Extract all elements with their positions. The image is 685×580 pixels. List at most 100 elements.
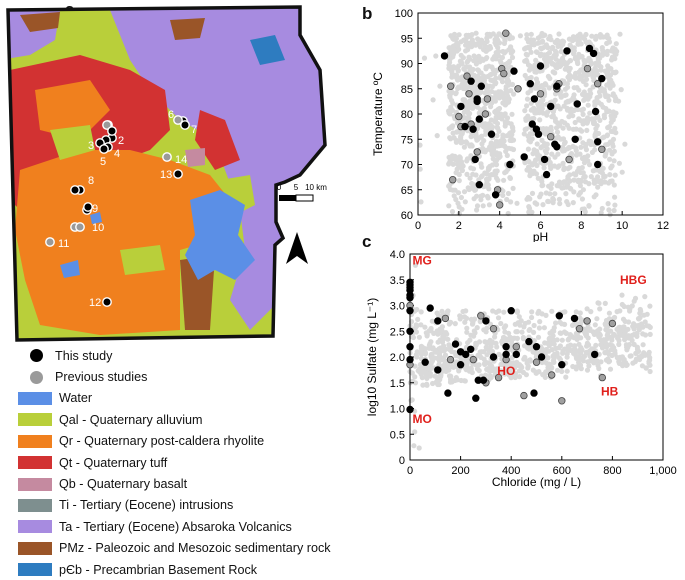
data-point [583,317,591,325]
data-point [461,122,469,131]
background-point [644,323,650,329]
background-point [546,85,552,91]
background-point [449,74,455,80]
background-point [521,356,527,362]
scale-tick-10: 10 km [305,183,327,192]
background-point [629,303,635,309]
background-point [589,149,595,155]
data-point [434,366,442,374]
background-point [604,71,610,77]
background-point [473,30,479,36]
data-point [502,29,510,37]
background-point [547,163,553,169]
background-point [525,365,531,371]
background-point [543,312,549,318]
background-point [508,199,514,205]
data-point [558,360,566,369]
background-point [418,322,424,328]
background-point [465,101,471,108]
background-point [538,46,545,52]
background-point [589,33,595,39]
background-point [605,63,611,69]
background-point [602,337,608,343]
background-point [505,93,511,99]
background-point [531,147,537,153]
x-tick-label: 400 [502,465,520,477]
background-point [495,37,501,43]
background-point [576,41,582,47]
background-point [484,171,490,177]
background-point [485,73,491,80]
data-point [471,155,479,164]
geo-unit-qr [15,150,230,335]
background-point [543,42,549,48]
background-point [605,141,611,147]
group-annotation: MO [413,412,432,426]
data-point [502,350,510,359]
legend-label: Qr - Quaternary post-caldera rhyolite [59,434,265,449]
data-point [591,107,600,116]
background-point [492,98,498,104]
background-point [567,178,573,184]
legend-swatch [18,477,52,491]
water-body [60,260,80,278]
background-point [458,133,464,139]
background-point [602,179,608,185]
legend-dot-icon [30,370,43,384]
background-point [520,336,526,342]
background-point [525,146,531,152]
background-point [479,56,485,62]
background-point [599,87,605,93]
background-point [528,31,534,37]
background-point [461,144,467,150]
background-point [590,84,596,90]
data-point [456,360,465,369]
background-point [606,147,613,153]
background-point [412,374,418,380]
background-point [640,324,646,330]
background-point [573,309,579,315]
background-point [561,165,567,171]
background-point [588,174,594,180]
background-point [514,200,520,206]
data-point [565,155,573,164]
background-point [446,183,452,189]
data-point [558,397,566,405]
background-point [584,306,590,312]
background-point [511,365,518,371]
group-annotation: MG [413,253,432,267]
background-point [525,113,531,119]
background-point [610,109,616,115]
background-point [642,294,648,300]
background-point [458,194,464,201]
y-tick-label: 65 [401,185,413,197]
background-point [451,193,457,199]
background-point [492,168,498,174]
background-point [497,114,503,120]
background-point [551,328,557,334]
background-point [481,105,487,111]
background-point [602,300,608,306]
background-point [506,330,512,336]
background-point [612,70,618,76]
background-point [495,315,502,321]
background-point [607,366,614,372]
background-point [513,329,519,335]
background-point [557,201,563,207]
background-point [559,321,565,327]
background-point [527,63,533,69]
background-point [601,115,608,121]
background-point [609,337,615,343]
background-point [507,175,513,181]
background-point [599,205,605,212]
background-point [516,314,522,320]
background-point [647,357,653,363]
x-axis-label: pH [533,230,548,242]
background-point [597,168,603,174]
background-point [452,349,458,356]
background-point [606,316,612,322]
background-point [418,199,424,205]
background-point [612,98,619,104]
background-point [525,39,531,45]
background-point [532,62,538,68]
